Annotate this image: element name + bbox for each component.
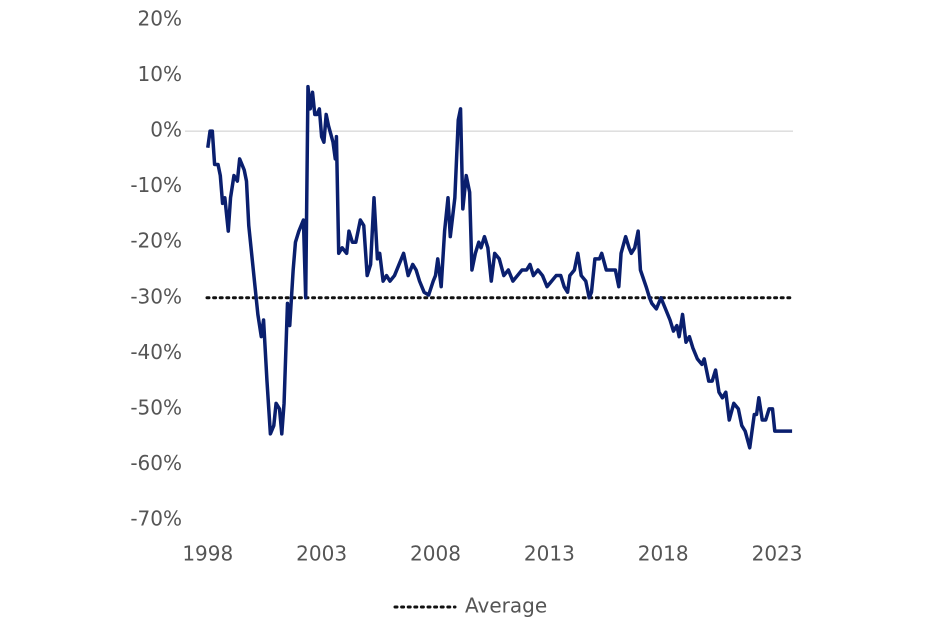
y-tick-label: -60% [130, 451, 182, 475]
y-tick-label: -10% [130, 173, 182, 197]
y-tick-label: -70% [130, 507, 182, 531]
y-tick-label: 0% [150, 118, 182, 142]
x-tick-label: 2013 [524, 542, 575, 566]
x-tick-label: 2008 [410, 542, 461, 566]
y-tick-label: -50% [130, 395, 182, 419]
legend-label: Average [465, 594, 547, 618]
y-tick-label: -20% [130, 229, 182, 253]
y-tick-label: 10% [138, 62, 182, 86]
x-tick-label: 2003 [296, 542, 347, 566]
x-tick-label: 2018 [638, 542, 689, 566]
x-tick-label: 2023 [752, 542, 803, 566]
x-tick-label: 1998 [182, 542, 233, 566]
series-line [206, 84, 793, 450]
y-tick-label: 20% [138, 7, 182, 31]
y-tick-label: -40% [130, 340, 182, 364]
y-tick-label: -30% [130, 284, 182, 308]
